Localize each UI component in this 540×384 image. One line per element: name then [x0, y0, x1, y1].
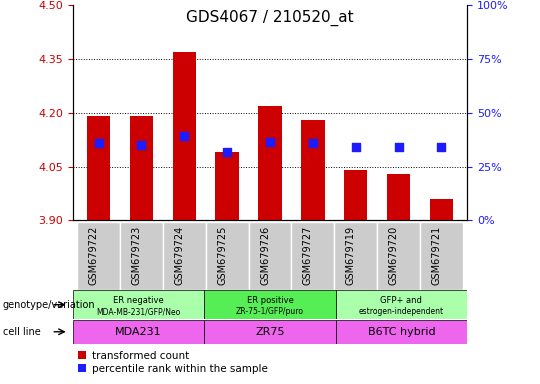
Text: genotype/variation: genotype/variation [3, 300, 96, 310]
Point [180, 133, 188, 139]
Text: ZR-75-1/GFP/puro: ZR-75-1/GFP/puro [236, 308, 304, 316]
FancyBboxPatch shape [377, 222, 420, 290]
Text: GDS4067 / 210520_at: GDS4067 / 210520_at [186, 10, 354, 26]
Point [94, 140, 103, 146]
Bar [172, 52, 196, 220]
Text: GSM679719: GSM679719 [346, 226, 356, 285]
FancyBboxPatch shape [334, 222, 377, 290]
Point [308, 140, 317, 146]
FancyBboxPatch shape [120, 222, 163, 290]
Point [394, 144, 403, 150]
FancyBboxPatch shape [77, 222, 120, 290]
Text: GSM679727: GSM679727 [303, 226, 313, 285]
Bar [301, 120, 325, 220]
Point [223, 149, 232, 156]
Bar [430, 199, 453, 220]
Text: GSM679720: GSM679720 [389, 226, 399, 285]
Bar [387, 174, 410, 220]
FancyBboxPatch shape [248, 222, 292, 290]
Text: GSM679725: GSM679725 [217, 226, 227, 285]
Text: GSM679724: GSM679724 [174, 226, 184, 285]
Text: GSM679723: GSM679723 [131, 226, 141, 285]
Text: estrogen-independent: estrogen-independent [359, 308, 444, 316]
Bar [258, 106, 282, 220]
Bar [73, 290, 204, 319]
Bar [204, 290, 336, 319]
Bar [215, 152, 239, 220]
Point [137, 142, 146, 148]
Point [352, 144, 360, 150]
FancyBboxPatch shape [292, 222, 334, 290]
Bar [204, 320, 336, 344]
Legend: transformed count, percentile rank within the sample: transformed count, percentile rank withi… [78, 351, 267, 374]
Text: GSM679722: GSM679722 [89, 226, 99, 285]
Text: GSM679726: GSM679726 [260, 226, 270, 285]
Text: GFP+ and: GFP+ and [381, 296, 422, 305]
Bar [344, 170, 368, 220]
Bar [87, 116, 110, 220]
Point [266, 139, 274, 145]
Bar [73, 320, 204, 344]
Text: MDA231: MDA231 [115, 327, 162, 337]
Bar [336, 320, 467, 344]
FancyBboxPatch shape [163, 222, 206, 290]
Text: ZR75: ZR75 [255, 327, 285, 337]
Bar [130, 116, 153, 220]
Text: ER negative: ER negative [113, 296, 164, 305]
Point [437, 144, 445, 150]
Text: cell line: cell line [3, 327, 40, 337]
Text: GSM679721: GSM679721 [431, 226, 441, 285]
Bar [336, 290, 467, 319]
FancyBboxPatch shape [206, 222, 248, 290]
FancyBboxPatch shape [420, 222, 463, 290]
Text: B6TC hybrid: B6TC hybrid [368, 327, 435, 337]
Text: MDA-MB-231/GFP/Neo: MDA-MB-231/GFP/Neo [97, 308, 181, 316]
Text: ER positive: ER positive [247, 296, 293, 305]
